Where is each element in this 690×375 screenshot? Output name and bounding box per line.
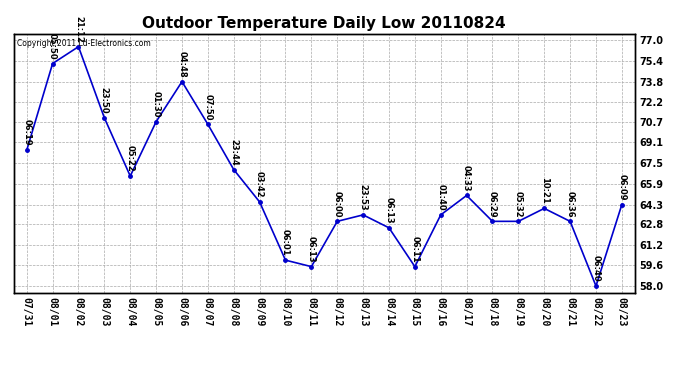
Text: 07:50: 07:50: [204, 94, 213, 120]
Text: 06:11: 06:11: [411, 236, 420, 262]
Text: 23:53: 23:53: [359, 184, 368, 211]
Text: 06:36: 06:36: [566, 190, 575, 217]
Text: Copyright 2011 Ld-Electronics.com: Copyright 2011 Ld-Electronics.com: [17, 39, 150, 48]
Text: 06:40: 06:40: [591, 255, 600, 282]
Text: 01:30: 01:30: [152, 91, 161, 117]
Text: 23:50: 23:50: [100, 87, 109, 114]
Text: 23:44: 23:44: [229, 139, 238, 165]
Text: 21:12: 21:12: [74, 16, 83, 42]
Text: 01:40: 01:40: [436, 184, 445, 211]
Text: 04:48: 04:48: [177, 51, 186, 78]
Text: 05:22: 05:22: [126, 145, 135, 172]
Text: 03:42: 03:42: [255, 171, 264, 198]
Text: 06:09: 06:09: [618, 174, 627, 200]
Text: 05:50: 05:50: [48, 33, 57, 59]
Text: 06:13: 06:13: [384, 197, 393, 223]
Text: 06:19: 06:19: [22, 119, 31, 146]
Text: 06:13: 06:13: [307, 236, 316, 262]
Text: 05:32: 05:32: [514, 190, 523, 217]
Text: 06:00: 06:00: [333, 190, 342, 217]
Title: Outdoor Temperature Daily Low 20110824: Outdoor Temperature Daily Low 20110824: [143, 16, 506, 31]
Text: 04:33: 04:33: [462, 165, 471, 191]
Text: 06:01: 06:01: [281, 230, 290, 256]
Text: 06:29: 06:29: [488, 190, 497, 217]
Text: 10:21: 10:21: [540, 177, 549, 204]
